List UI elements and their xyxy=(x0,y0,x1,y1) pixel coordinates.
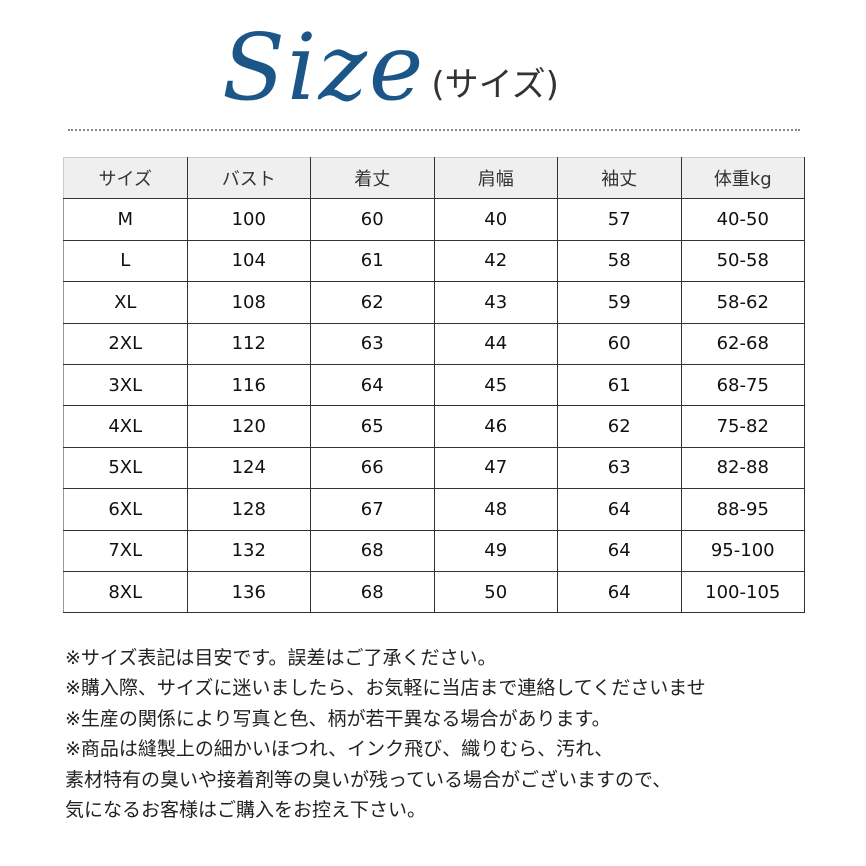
table-cell: 120 xyxy=(186,405,311,448)
table-cell: 67 xyxy=(310,488,435,531)
notes: ※サイズ表記は目安です。誤差はご了承ください。 ※購入際、サイズに迷いましたら、お… xyxy=(65,643,706,825)
note-line: ※商品は縫製上の細かいほつれ、インク飛び、織りむら、汚れ、 xyxy=(65,738,614,761)
table-cell: 68-75 xyxy=(680,363,805,407)
table-cell: 43 xyxy=(433,281,558,324)
table-cell: 58-62 xyxy=(680,281,805,324)
table-cell: 65 xyxy=(310,405,435,448)
table-row: 5XL 124 66 47 63 82-88 xyxy=(63,446,805,490)
note-line: ※サイズ表記は目安です。誤差はご了承ください。 xyxy=(65,647,497,669)
table-row: 7XL 132 68 49 64 95-100 xyxy=(63,529,805,572)
table-cell: 47 xyxy=(433,446,558,490)
table-cell: 50 xyxy=(433,570,558,614)
table-cell: 58 xyxy=(557,239,682,283)
table-cell: 75-82 xyxy=(680,405,805,448)
table-cell: 100-105 xyxy=(680,570,805,614)
table-cell: 64 xyxy=(557,570,682,614)
table-cell: 46 xyxy=(433,405,558,448)
column-header: バスト xyxy=(186,156,311,200)
table-cell: 63 xyxy=(557,446,682,490)
table-cell: 62 xyxy=(557,405,682,448)
table-row: XL 108 62 43 59 58-62 xyxy=(63,281,805,324)
note-line: ※購入際、サイズに迷いましたら、お気軽に当店まで連絡してくださいませ xyxy=(65,677,706,700)
table-cell: 40-50 xyxy=(680,198,805,241)
table-cell: 64 xyxy=(557,529,682,572)
table-cell: 108 xyxy=(186,281,311,324)
table-cell: 61 xyxy=(310,239,435,283)
table-cell: 60 xyxy=(310,198,435,241)
table-cell: 116 xyxy=(186,363,311,407)
table-cell: 104 xyxy=(186,239,311,283)
table-cell: 44 xyxy=(433,322,558,365)
table-cell: 3XL xyxy=(63,363,188,407)
note-line: 気になるお客様はご購入をお控え下さい。 xyxy=(65,799,427,822)
table-cell: 88-95 xyxy=(680,488,805,531)
column-header: 肩幅 xyxy=(433,156,558,200)
table-cell: 63 xyxy=(310,322,435,365)
table-cell: XL xyxy=(63,281,188,324)
table-cell: 4XL xyxy=(63,405,188,448)
table-cell: 40 xyxy=(433,198,558,241)
table-cell: 62-68 xyxy=(680,322,805,365)
column-header: 袖丈 xyxy=(557,156,682,200)
table-cell: 68 xyxy=(310,570,435,614)
table-cell: 64 xyxy=(557,488,682,531)
dotted-divider xyxy=(68,129,800,131)
table-cell: 59 xyxy=(557,281,682,324)
table-row: 4XL 120 65 46 62 75-82 xyxy=(63,405,805,448)
table-header-row: サイズ バスト 着丈 肩幅 袖丈 体重kg xyxy=(63,156,805,200)
table-cell: 62 xyxy=(310,281,435,324)
title-main: Size xyxy=(222,14,426,121)
column-header: 体重kg xyxy=(680,156,805,200)
title-sub: (サイズ) xyxy=(431,65,559,105)
table-cell: 61 xyxy=(557,363,682,407)
table-row: 3XL 116 64 45 61 68-75 xyxy=(63,363,805,407)
table-cell: 124 xyxy=(186,446,311,490)
table-row: 2XL 112 63 44 60 62-68 xyxy=(63,322,805,365)
column-header: サイズ xyxy=(63,156,188,200)
table-cell: 48 xyxy=(433,488,558,531)
table-cell: 49 xyxy=(433,529,558,572)
table-cell: 128 xyxy=(186,488,311,531)
column-header: 着丈 xyxy=(310,156,435,200)
table-cell: 95-100 xyxy=(680,529,805,572)
table-row: L 104 61 42 58 50-58 xyxy=(63,239,805,283)
table-cell: 100 xyxy=(186,198,311,241)
table-cell: 68 xyxy=(310,529,435,572)
table-row: 8XL 136 68 50 64 100-105 xyxy=(63,570,805,614)
table-cell: M xyxy=(63,198,188,241)
note-line: ※生産の関係により写真と色、柄が若干異なる場合があります。 xyxy=(65,707,611,730)
size-table: サイズ バスト 着丈 肩幅 袖丈 体重kg M 100 60 40 57 40-50 L 104 61 42… xyxy=(63,156,805,614)
table-cell: 112 xyxy=(186,322,311,365)
table-cell: 8XL xyxy=(63,570,188,614)
table-cell: 42 xyxy=(433,239,558,283)
table-cell: 60 xyxy=(557,322,682,365)
table-cell: 45 xyxy=(433,363,558,407)
table-cell: 132 xyxy=(186,529,311,572)
table-cell: 64 xyxy=(310,363,435,407)
table-cell: 5XL xyxy=(63,446,188,490)
size-title: Size (サイズ) xyxy=(222,4,559,114)
table-cell: 2XL xyxy=(63,322,188,365)
table-cell: 136 xyxy=(186,570,311,614)
table-cell: 50-58 xyxy=(680,239,805,283)
note-line: 素材特有の臭いや接着剤等の臭いが残っている場合がございますので、 xyxy=(65,768,672,791)
table-cell: 66 xyxy=(310,446,435,490)
table-cell: 6XL xyxy=(63,488,188,531)
table-row: M 100 60 40 57 40-50 xyxy=(63,198,805,241)
table-cell: 82-88 xyxy=(680,446,805,490)
table-cell: 7XL xyxy=(63,529,188,572)
table-cell: L xyxy=(63,239,188,283)
table-cell: 57 xyxy=(557,198,682,241)
table-row: 6XL 128 67 48 64 88-95 xyxy=(63,488,805,531)
